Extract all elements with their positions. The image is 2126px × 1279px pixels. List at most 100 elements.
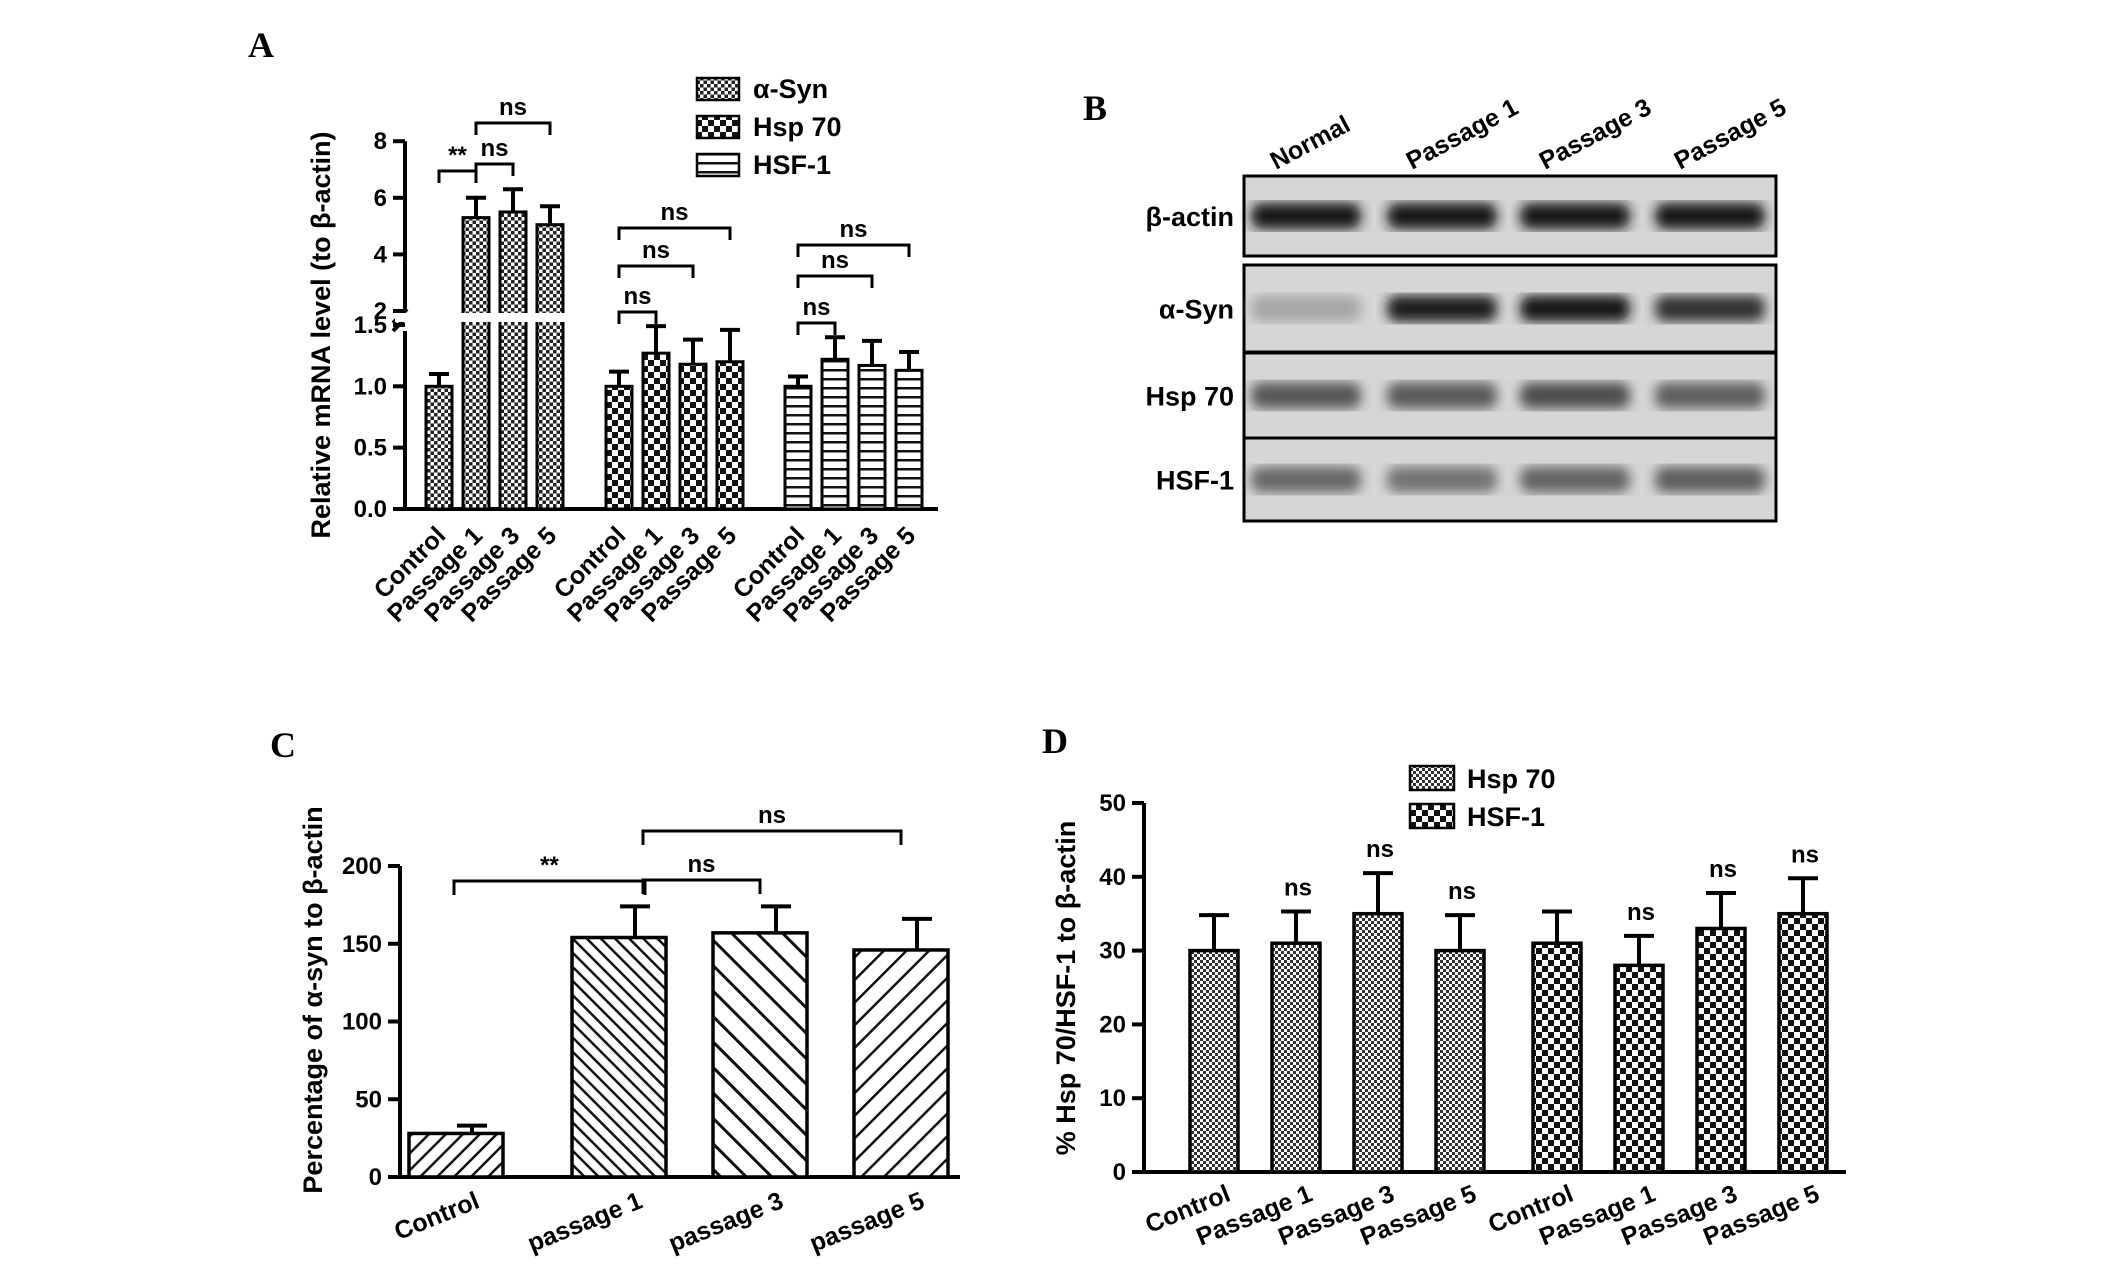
significance-bracket <box>796 321 837 335</box>
significance-bracket-label: ** <box>540 852 559 879</box>
significance-bracket <box>437 169 478 183</box>
bar <box>1777 911 1829 1174</box>
bar <box>715 360 745 511</box>
y-axis-label: Percentage of α-syn to β-actin <box>298 806 328 1193</box>
bar <box>1352 911 1404 1174</box>
legend-swatch <box>695 76 741 102</box>
bar <box>1434 948 1486 1174</box>
bar <box>641 351 671 511</box>
blot-band <box>1251 466 1361 493</box>
y-tick-label: 40 <box>1099 864 1126 891</box>
blot-band <box>1655 466 1765 493</box>
legend-swatch <box>695 152 741 178</box>
significance-bracket <box>796 274 874 288</box>
blot-row-label: α-Syn <box>1159 295 1234 325</box>
significance-bracket <box>796 243 911 257</box>
bar <box>857 363 887 511</box>
bar <box>604 384 634 511</box>
bar <box>1188 948 1240 1174</box>
x-tick-label: passage 5 <box>806 1187 929 1258</box>
lane-label: Passage 1 <box>1402 93 1523 175</box>
significance-bracket-label: ns <box>839 216 867 243</box>
panel-label-d: D <box>1042 721 1068 761</box>
y-tick-label: 50 <box>355 1086 382 1113</box>
significance-bracket-label: ns <box>623 283 651 310</box>
bar <box>1613 963 1665 1174</box>
bar <box>461 216 491 511</box>
blot-band <box>1387 203 1497 229</box>
bar <box>498 210 528 511</box>
significance-label: ns <box>1709 856 1737 883</box>
panel-label-c: C <box>270 725 296 765</box>
blot-row-label: HSF-1 <box>1156 466 1234 496</box>
y-tick-label: 4 <box>374 241 388 268</box>
blot-band <box>1520 466 1630 493</box>
significance-bracket-label: ns <box>758 802 786 829</box>
blot-band <box>1655 203 1765 229</box>
axis-break-gap <box>395 313 955 322</box>
bar <box>424 384 454 511</box>
significance-bracket-label: ns <box>499 94 527 121</box>
legend-label: Hsp 70 <box>1467 764 1556 794</box>
blot-band <box>1387 466 1497 493</box>
significance-bracket <box>617 264 695 278</box>
significance-bracket <box>641 829 903 845</box>
y-tick-label: 20 <box>1099 1011 1126 1038</box>
significance-bracket-label: ns <box>821 247 849 274</box>
y-tick-label: 150 <box>342 931 382 958</box>
y-tick-label: 0.0 <box>354 496 387 523</box>
blot-band <box>1520 382 1630 409</box>
significance-bracket <box>474 121 552 135</box>
blot-row-label: β-actin <box>1146 202 1235 232</box>
bar <box>570 935 668 1179</box>
y-tick-label: 1.0 <box>354 373 387 400</box>
lane-label: Passage 5 <box>1670 93 1791 175</box>
panel-label-b: B <box>1083 88 1107 128</box>
significance-bracket-label: ns <box>480 135 508 162</box>
y-tick-label: 200 <box>342 853 382 880</box>
significance-bracket <box>474 162 515 176</box>
panel-b-western-blot: Normal Passage 1 Passage 3 Passage 5 β-actin… <box>1145 93 1791 523</box>
bar <box>407 1131 505 1179</box>
blot-band <box>1251 295 1361 322</box>
legend-label: HSF-1 <box>1467 802 1545 832</box>
significance-bracket-label: ns <box>687 851 715 878</box>
lane-label: Normal <box>1266 110 1355 175</box>
legend-swatch <box>1408 802 1456 830</box>
y-axis-label: % Hsp 70/HSF-1 to β-actin <box>1051 821 1081 1156</box>
significance-bracket-label: ns <box>642 237 670 264</box>
bar <box>711 931 809 1179</box>
bar <box>894 368 924 511</box>
blot-band <box>1520 295 1630 322</box>
blot-band <box>1655 382 1765 409</box>
y-tick-label: 0.5 <box>354 435 387 462</box>
panel-c-chart: Percentage of α-syn to β-actin 0 50 100 150 2… <box>298 802 960 1258</box>
blot-band <box>1251 382 1361 409</box>
legend-label: α-Syn <box>753 74 828 104</box>
x-tick-label: passage 3 <box>665 1187 788 1258</box>
y-tick-label: 2 <box>374 298 387 325</box>
significance-label: ns <box>1366 836 1394 863</box>
y-tick-label: 1.5 <box>354 312 387 339</box>
significance-bracket-label: ** <box>448 142 467 169</box>
bar <box>783 384 813 511</box>
significance-label: ns <box>1448 878 1476 905</box>
bar <box>1531 941 1583 1174</box>
significance-bracket <box>452 879 647 895</box>
blot-band <box>1387 295 1497 322</box>
legend-label: HSF-1 <box>753 150 831 180</box>
x-tick-label: passage 1 <box>524 1187 647 1258</box>
blot-band <box>1520 203 1630 229</box>
significance-bracket-label: ns <box>660 199 688 226</box>
y-tick-label: 6 <box>374 185 387 212</box>
significance-bracket <box>617 310 658 324</box>
y-tick-label: 0 <box>369 1164 382 1191</box>
y-tick-label: 50 <box>1099 790 1126 817</box>
significance-label: ns <box>1791 841 1819 868</box>
significance-bracket <box>617 226 732 240</box>
blot-band <box>1655 295 1765 322</box>
blot-band <box>1251 203 1361 229</box>
x-tick-label: Control <box>390 1187 483 1246</box>
y-tick-label: 30 <box>1099 938 1126 965</box>
